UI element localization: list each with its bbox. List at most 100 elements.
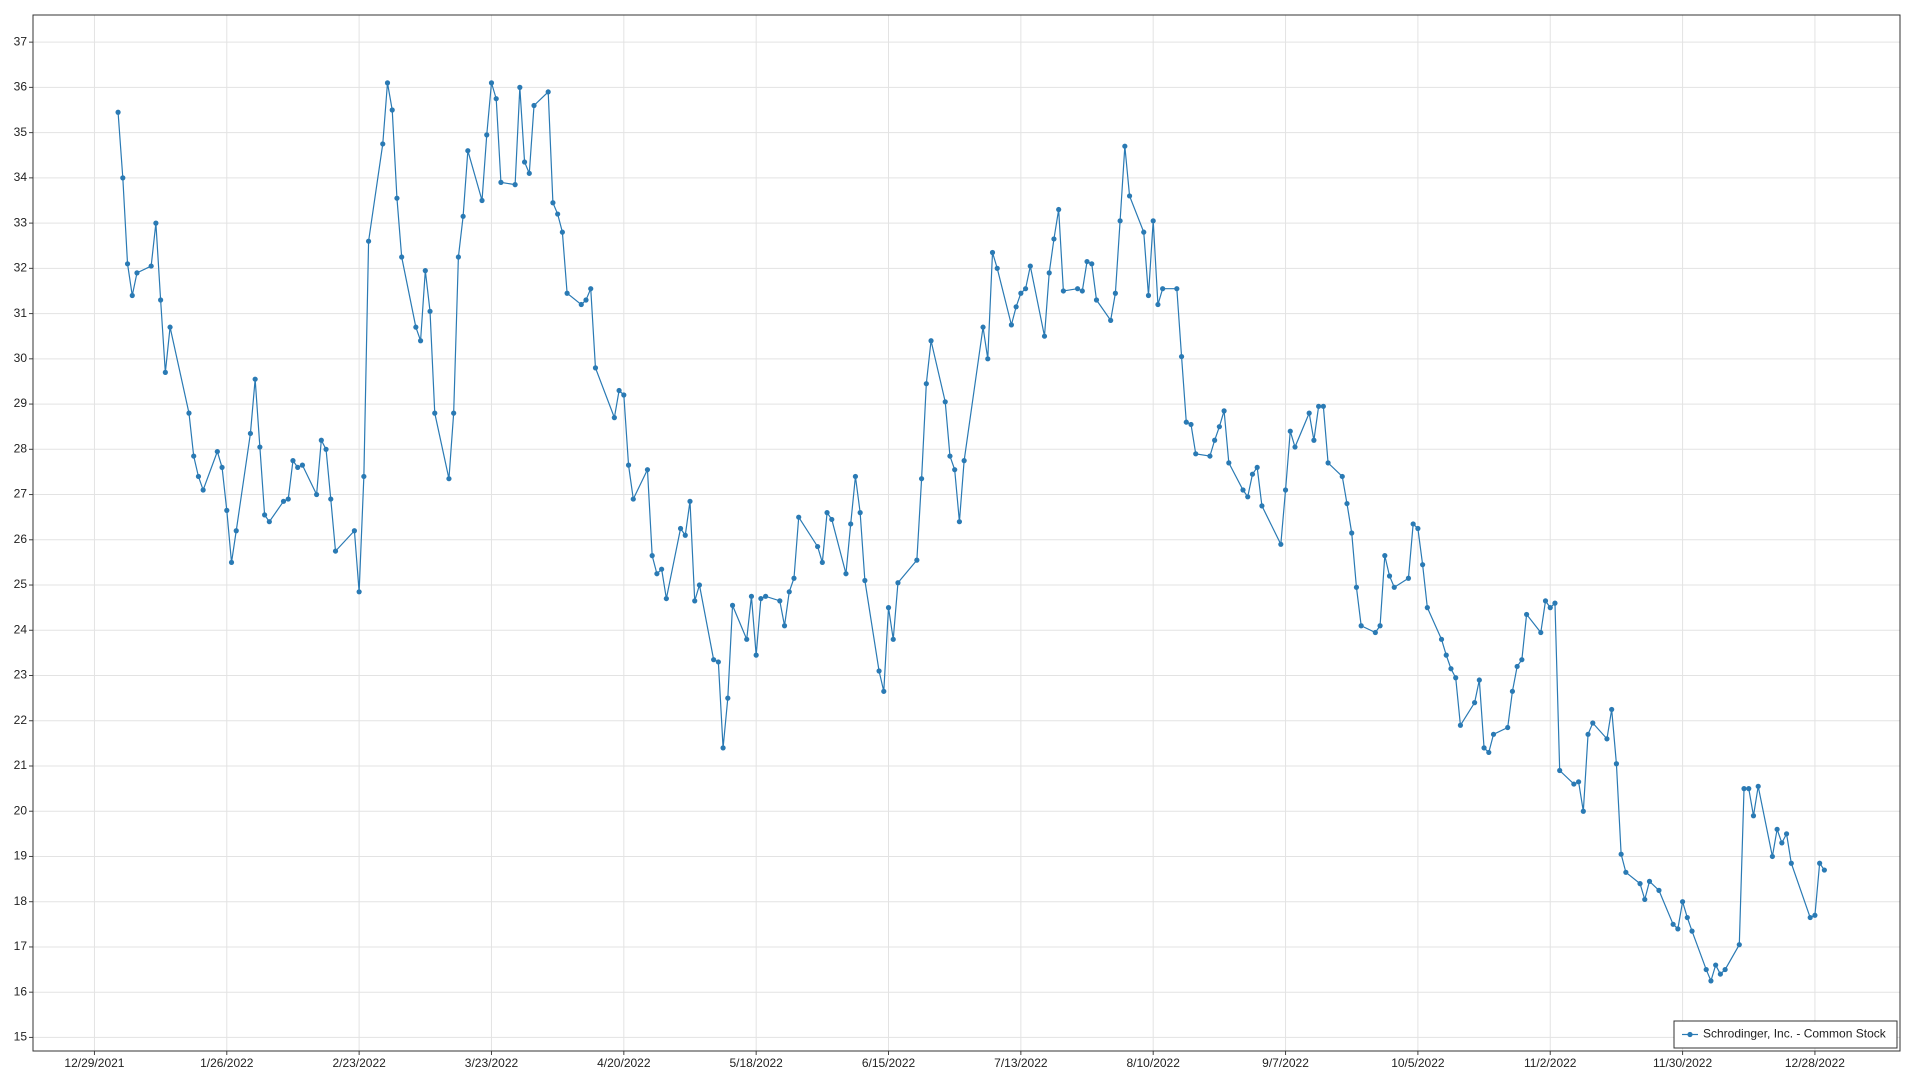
- data-point: [659, 566, 665, 572]
- data-point: [1684, 914, 1690, 921]
- data-point: [1509, 688, 1516, 694]
- data-point: [1741, 786, 1747, 792]
- data-point: [266, 519, 272, 525]
- data-point: [1410, 521, 1416, 527]
- x-tick-label: 4/20/2022: [597, 1056, 651, 1070]
- data-point: [687, 498, 693, 504]
- data-point: [1320, 403, 1326, 409]
- data-point: [630, 496, 636, 502]
- legend-box: [1673, 1020, 1898, 1049]
- data-point: [356, 589, 362, 595]
- data-point: [498, 179, 504, 185]
- data-point: [616, 387, 622, 394]
- data-point: [1108, 317, 1114, 323]
- data-point: [1717, 971, 1723, 977]
- x-tick-label: 10/5/2022: [1391, 1056, 1445, 1070]
- data-point: [1448, 666, 1454, 672]
- data-point: [980, 324, 986, 330]
- y-tick-label: 22: [14, 713, 28, 727]
- data-point: [351, 528, 358, 534]
- data-point: [1216, 424, 1222, 430]
- data-point: [829, 516, 835, 523]
- x-tick-label: 9/7/2022: [1262, 1056, 1309, 1070]
- data-point: [1438, 636, 1445, 642]
- y-tick-label: 28: [14, 441, 28, 455]
- y-tick-label: 15: [14, 1030, 28, 1044]
- data-point: [1755, 783, 1761, 789]
- data-point: [881, 688, 887, 694]
- data-point: [1713, 962, 1719, 968]
- data-point: [843, 571, 849, 577]
- data-point: [1008, 322, 1015, 328]
- data-point: [1292, 444, 1298, 450]
- data-point: [1490, 731, 1497, 737]
- data-point: [677, 525, 684, 532]
- data-point: [200, 487, 206, 493]
- series-line: [117, 82, 1825, 983]
- data-point: [848, 521, 854, 527]
- data-point: [186, 410, 192, 416]
- data-point: [328, 496, 334, 502]
- data-point: [559, 229, 565, 235]
- data-point: [1821, 867, 1827, 873]
- data-point: [1788, 860, 1794, 866]
- data-point: [1372, 629, 1378, 636]
- data-point: [1769, 853, 1775, 860]
- data-point: [1476, 677, 1482, 683]
- y-tick-label: 16: [14, 984, 28, 998]
- legend: Schrodinger, Inc. - Common Stock: [1673, 1020, 1898, 1049]
- y-tick-label: 31: [14, 306, 28, 320]
- data-point: [994, 265, 1000, 271]
- y-tick-label: 25: [14, 577, 28, 591]
- data-point: [564, 290, 570, 296]
- data-point: [380, 141, 386, 147]
- y-tick-label: 26: [14, 532, 28, 546]
- data-point: [323, 446, 329, 452]
- data-point: [720, 745, 726, 751]
- data-point: [460, 213, 466, 219]
- data-point: [252, 376, 258, 382]
- data-point: [857, 510, 863, 516]
- data-point: [120, 175, 126, 181]
- data-point: [427, 308, 433, 314]
- data-point: [158, 297, 164, 303]
- data-point: [578, 301, 584, 308]
- data-point: [1339, 473, 1345, 480]
- data-point: [332, 548, 339, 554]
- data-point: [484, 132, 490, 138]
- data-point: [1746, 786, 1752, 792]
- data-point: [1637, 881, 1643, 887]
- data-point: [1022, 286, 1029, 292]
- data-point: [1481, 745, 1487, 751]
- legend-marker: [1687, 1031, 1693, 1038]
- data-point: [918, 476, 925, 482]
- data-point: [124, 261, 131, 267]
- x-tick-label: 12/28/2022: [1785, 1056, 1845, 1070]
- data-point: [1575, 779, 1582, 785]
- data-point: [1420, 562, 1426, 568]
- data-point: [1278, 541, 1284, 547]
- data-point: [1056, 206, 1062, 213]
- data-point: [417, 338, 424, 344]
- data-point: [1457, 722, 1464, 728]
- data-point: [1405, 575, 1412, 581]
- data-point: [1287, 428, 1293, 434]
- data-point: [299, 462, 306, 468]
- y-tick-label: 18: [14, 894, 28, 908]
- data-point: [1750, 813, 1757, 819]
- y-tick-label: 24: [14, 622, 28, 636]
- data-point: [214, 448, 220, 455]
- data-point: [989, 249, 996, 256]
- y-tick-label: 34: [14, 170, 28, 184]
- y-tick-label: 35: [14, 125, 28, 139]
- data-point: [1623, 869, 1629, 875]
- data-point: [890, 636, 896, 642]
- y-tick-label: 27: [14, 487, 28, 501]
- data-point: [952, 467, 958, 473]
- y-tick-label: 21: [14, 758, 28, 772]
- data-point: [682, 532, 688, 538]
- data-point: [1542, 598, 1549, 604]
- data-point: [1514, 663, 1520, 670]
- data-point: [228, 559, 235, 566]
